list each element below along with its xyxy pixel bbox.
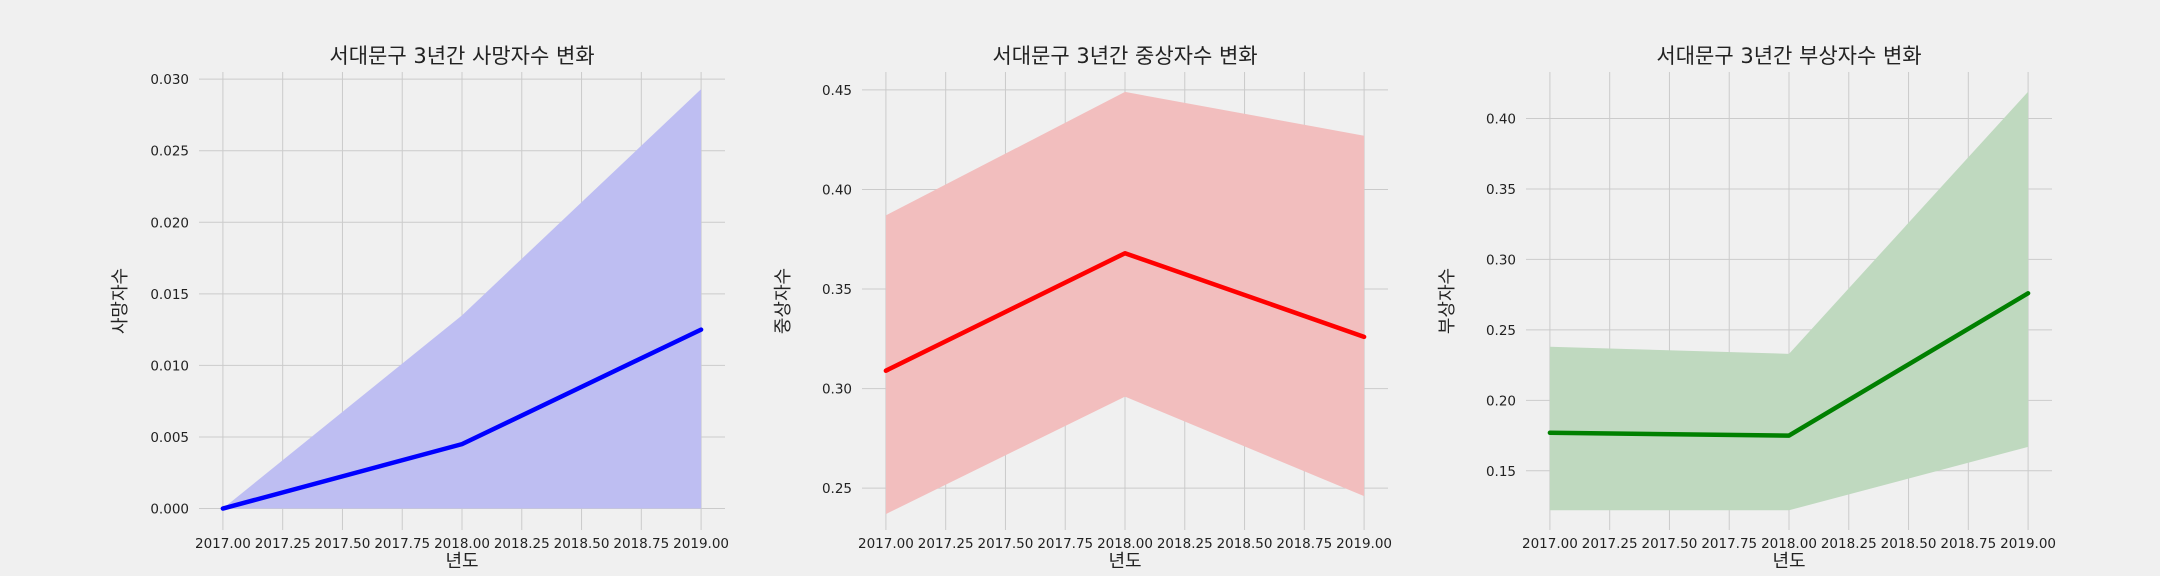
y-tick-label: 0.20 bbox=[1486, 393, 1516, 409]
x-tick-label: 2017.25 bbox=[918, 536, 974, 552]
x-tick-label: 2017.25 bbox=[255, 536, 311, 552]
y-tick-label: 0.40 bbox=[1486, 112, 1516, 128]
x-tick-label: 2018.25 bbox=[1821, 536, 1877, 552]
chart-panel-3: 2017.00 2017.25 2017.50 2017.75 2018.00 2018.… bbox=[1437, 44, 2056, 572]
y-tick-label: 0.020 bbox=[150, 215, 189, 231]
x-axis-label: 년도 bbox=[1772, 551, 1805, 572]
charts-container: 2017.00 2017.25 2017.50 2017.75 2018.00 2018.… bbox=[110, 44, 2056, 572]
y-axis-label: 사망자수 bbox=[110, 268, 131, 334]
y-tick-label: 0.015 bbox=[150, 287, 189, 303]
confidence-band bbox=[222, 89, 702, 509]
y-axis-label: 중상자수 bbox=[773, 268, 794, 334]
y-tick-label: 0.005 bbox=[150, 430, 189, 446]
x-tick-label: 2019.00 bbox=[1336, 536, 1392, 552]
x-tick-label: 2017.75 bbox=[374, 536, 430, 552]
x-tick-label: 2018.75 bbox=[613, 536, 669, 552]
chart-panel-2: 2017.00 2017.25 2017.50 2017.75 2018.00 2018.… bbox=[773, 44, 1392, 572]
x-tick-label: 2018.25 bbox=[494, 536, 550, 552]
y-tick-label: 0.30 bbox=[1486, 252, 1516, 268]
x-tick-label: 2018.00 bbox=[1761, 536, 1817, 552]
y-tick-label: 0.25 bbox=[1486, 323, 1516, 339]
x-tick-label: 2018.50 bbox=[554, 536, 610, 552]
chart-title: 서대문구 3년간 부상자수 변화 bbox=[1656, 44, 1921, 68]
y-tick-label: 0.025 bbox=[150, 144, 189, 160]
x-tick-label: 2018.75 bbox=[1276, 536, 1332, 552]
x-tick-label: 2018.00 bbox=[434, 536, 490, 552]
x-tick-label: 2017.75 bbox=[1701, 536, 1757, 552]
x-tick-label: 2017.50 bbox=[978, 536, 1034, 552]
x-tick-label: 2018.00 bbox=[1097, 536, 1153, 552]
y-tick-label: 0.15 bbox=[1486, 464, 1516, 480]
y-tick-label: 0.40 bbox=[822, 182, 852, 198]
x-tick-label: 2017.50 bbox=[1642, 536, 1698, 552]
y-tick-label: 0.25 bbox=[822, 481, 852, 497]
y-tick-label: 0.010 bbox=[150, 358, 189, 374]
x-tick-label: 2017.00 bbox=[1522, 536, 1578, 552]
chart-title: 서대문구 3년간 사망자수 변화 bbox=[329, 44, 594, 68]
chart-title: 서대문구 3년간 중상자수 변화 bbox=[992, 44, 1257, 68]
y-tick-label: 0.45 bbox=[822, 83, 852, 99]
x-tick-label: 2018.75 bbox=[1940, 536, 1996, 552]
x-tick-label: 2019.00 bbox=[2000, 536, 2056, 552]
chart-panel-1: 2017.00 2017.25 2017.50 2017.75 2018.00 2018.… bbox=[110, 44, 729, 572]
x-tick-label: 2018.25 bbox=[1157, 536, 1213, 552]
x-tick-label: 2018.50 bbox=[1881, 536, 1937, 552]
x-tick-label: 2017.50 bbox=[315, 536, 371, 552]
x-axis-label: 년도 bbox=[1108, 551, 1141, 572]
x-tick-label: 2018.50 bbox=[1217, 536, 1273, 552]
x-tick-label: 2019.00 bbox=[673, 536, 729, 552]
confidence-band bbox=[1549, 91, 2029, 511]
x-tick-label: 2017.00 bbox=[195, 536, 251, 552]
confidence-band bbox=[885, 91, 1365, 515]
y-tick-label: 0.000 bbox=[150, 502, 189, 518]
y-tick-label: 0.35 bbox=[1486, 182, 1516, 198]
x-tick-label: 2017.75 bbox=[1037, 536, 1093, 552]
x-tick-label: 2017.25 bbox=[1582, 536, 1638, 552]
y-tick-label: 0.030 bbox=[150, 72, 189, 88]
x-tick-label: 2017.00 bbox=[858, 536, 914, 552]
y-axis-label: 부상자수 bbox=[1437, 268, 1458, 334]
x-axis-label: 년도 bbox=[445, 551, 478, 572]
y-tick-label: 0.30 bbox=[822, 382, 852, 398]
y-tick-label: 0.35 bbox=[822, 282, 852, 298]
